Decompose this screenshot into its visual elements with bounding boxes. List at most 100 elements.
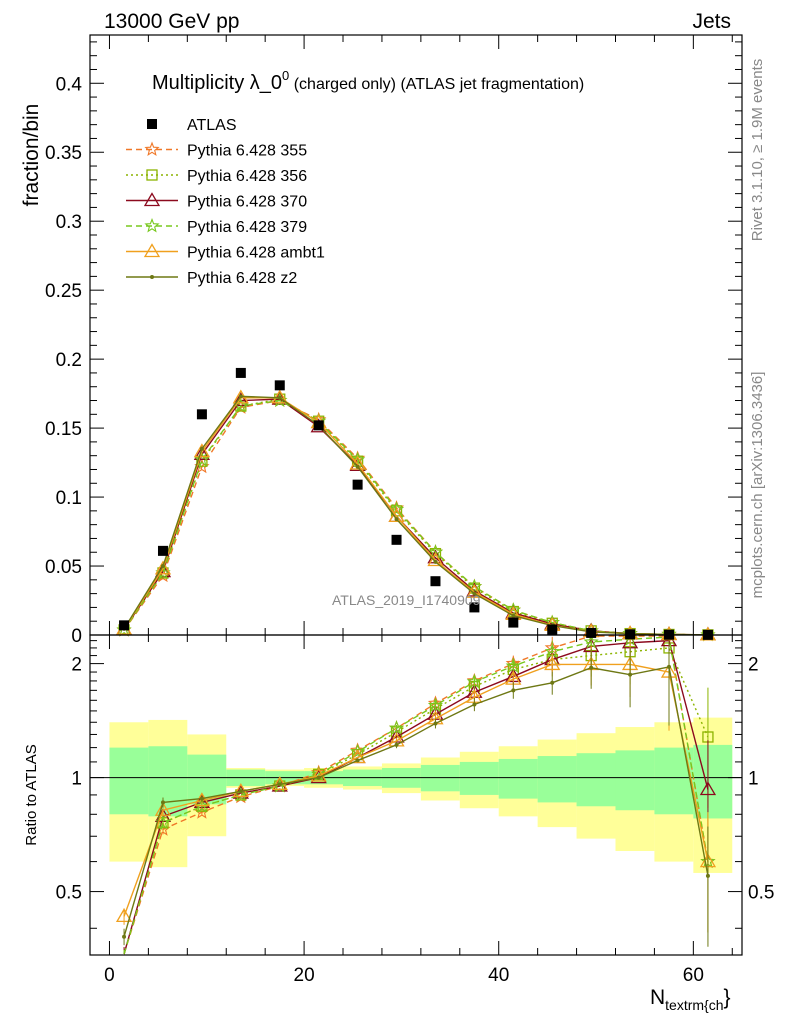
rivet-label: Rivet 3.1.10, ≥ 1.9M events [749,59,766,242]
x-axis-label-sub: textrm{ch [665,997,723,1013]
green-band-12 [576,753,616,807]
legend: ATLAS Pythia 6.428 355 Pythia 6.428 356 Pyt… [126,117,325,287]
x-tick-label-3: 60 [683,965,704,986]
ratio-point-5-4 [277,782,282,787]
legend-marker-3 [144,217,160,233]
ratio-point-5-9 [472,702,477,707]
green-band-14 [654,747,694,815]
ratio-point-3-10 [505,658,521,673]
series-point-5-8 [433,559,438,564]
atlas-point-0 [119,620,130,631]
legend-label-1: Pythia 6.428 356 [187,168,307,185]
atlas-point-10 [508,617,519,628]
atlas-point-7 [391,534,402,545]
ratio-point-5-13 [628,672,633,677]
ratio-tick-label-right-0: 0.5 [748,883,774,904]
series-point-5-4 [277,395,282,400]
atlas-point-6 [352,479,363,490]
chart-title-rest: (charged only) (ATLAS jet fragmentation) [289,76,584,93]
ratio-point-5-12 [589,665,594,670]
y-tick-label-5: 0.25 [45,281,82,302]
ratio-line-4 [123,663,709,917]
y-tick-label-8: 0.4 [56,74,83,95]
series-point-4-1 [154,560,172,575]
ratio-point-5-1 [160,800,165,805]
series-point-3-9 [466,578,483,594]
green-band-10 [498,758,538,799]
legend-marker-0 [144,141,160,157]
atlas-point-11 [547,624,558,635]
y-tick-label-2: 0.1 [56,488,82,509]
y-tick-label-1: 0.05 [45,557,82,578]
ratio-tick-label-right-2: 2 [748,655,759,676]
ratio-point-3-12 [583,634,599,649]
ratio-point-3-8 [427,697,444,713]
header-left: 13000 GeV pp [104,10,239,33]
series-point-3-7 [388,501,405,516]
legend-marker-4 [143,243,161,258]
legend-label-5: Pythia 6.428 z2 [187,270,297,287]
green-band-11 [537,756,577,803]
green-band-8 [420,764,460,792]
atlas-point-3 [235,367,246,378]
series-point-5-6 [355,464,360,469]
legend-label-3: Pythia 6.428 379 [187,219,307,236]
ratio-point-5-14 [667,664,672,669]
series-point-5-2 [199,446,204,451]
legend-marker-atlas [147,119,157,129]
ratio-point-4-6 [349,749,366,764]
atlas-point-2 [196,409,207,420]
chart-title-main: Multiplicity λ_0 [152,72,282,94]
series-point-3-10 [505,602,521,617]
ratio-point-5-15 [705,873,710,878]
ratio-line-1 [123,647,709,955]
ratio-tick-label-1: 1 [71,769,82,790]
ratio-line-0 [123,635,709,955]
series-point-3-8 [427,544,444,559]
chart-title-sup: 0 [282,68,289,83]
ratio-point-4-5 [310,767,327,782]
green-band-13 [615,750,655,811]
header-right: Jets [692,10,731,33]
ratio-point-5-6 [355,758,360,763]
ratio-point-5-11 [550,680,555,685]
ratio-tick-label-right-1: 1 [748,769,759,790]
series-point-4-4 [271,389,288,404]
x-tick-label-1: 20 [294,965,315,986]
x-axis-label-main: N [650,986,665,1009]
ratio-tick-label-2: 2 [71,655,82,676]
ratio-tick-label-0: 0.5 [56,883,82,904]
ratio-point-4-1 [154,801,172,816]
series-point-5-1 [160,564,165,569]
axes: 00.050.10.150.20.250.30.350.40.5 0.51 12 20… [45,35,774,986]
x-tick-label-0: 0 [104,965,115,986]
ratio-point-4-0 [115,908,133,923]
ratio-point-5-0 [122,934,127,939]
x-axis-label: Ntextrm{ch} [650,986,731,1013]
green-band-0 [109,747,149,815]
ratio-point-2-15 [699,781,717,796]
atlas-point-4 [274,380,285,391]
legend-label-atlas: ATLAS [187,117,237,134]
y-tick-label-6: 0.3 [56,212,82,233]
legend-marker-1 [146,169,158,181]
x-tick-label-2: 40 [488,965,509,986]
legend-marker-2 [143,192,161,207]
x-axis-label-end: } [724,986,731,1009]
ratio-point-3-7 [388,720,405,735]
ratio-point-5-5 [316,775,321,780]
ratio-line-3 [123,636,709,955]
mcplots-label: mcplots.cern.ch [arXiv:1306.3436] [749,372,766,599]
series-point-5-9 [472,591,477,596]
atlas-point-1 [157,545,168,556]
atlas-point-5 [313,420,324,431]
legend-label-4: Pythia 6.428 ambt1 [187,245,325,262]
y-tick-label-3: 0.15 [45,419,82,440]
ratio-series [115,631,717,955]
ratio-point-3-2 [194,798,210,813]
series-point-3-6 [349,451,366,467]
series-point-5-10 [511,613,516,618]
ratio-y-axis-label: Ratio to ATLAS [23,744,40,845]
ratio-line-5 [123,666,709,937]
y-tick-label-0: 0 [71,626,82,647]
